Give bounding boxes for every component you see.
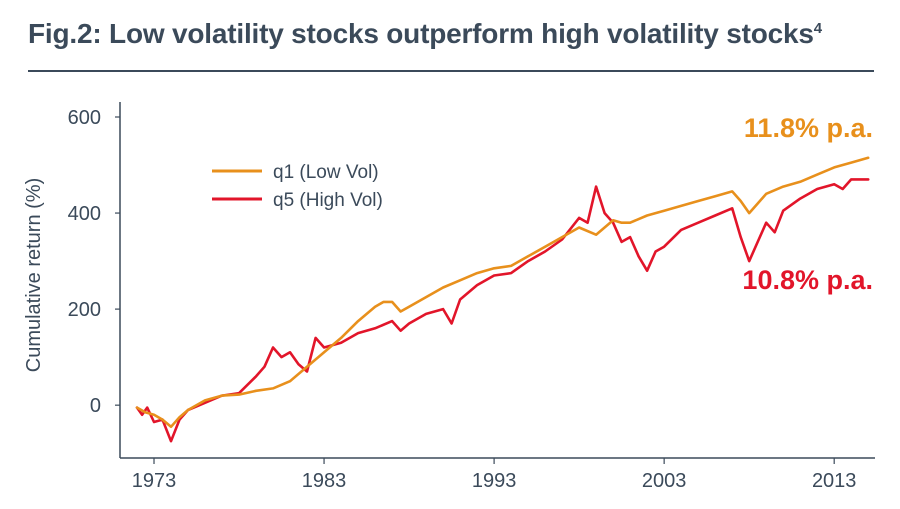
y-tick-label: 400	[68, 203, 101, 225]
x-tick-label: 2013	[812, 470, 857, 492]
y-tick-label: 600	[68, 107, 101, 129]
chart-legend: q1 (Low Vol) q5 (High Vol)	[212, 162, 383, 211]
title-divider	[28, 70, 874, 72]
annotation-label: 10.8% p.a.	[742, 265, 873, 295]
x-tick-label: 2003	[642, 470, 687, 492]
x-tick-label: 1993	[472, 470, 517, 492]
legend-label: q5 (High Vol)	[273, 190, 383, 211]
x-tick-label: 1973	[132, 470, 177, 492]
y-tick-label: 200	[68, 299, 101, 321]
title-footnote: 4	[813, 20, 822, 37]
series-line-q5	[135, 178, 870, 443]
legend-label: q1 (Low Vol)	[273, 162, 379, 183]
title-text: Fig.2: Low volatility stocks outperform …	[28, 18, 814, 49]
chart-axes: 0 200 400 600 1973 1983 1993 2003 2013 Cumulative…	[23, 102, 875, 492]
annotation-label: 11.8% p.a.	[744, 113, 873, 143]
series-line-q1	[135, 156, 870, 429]
chart-series	[135, 156, 870, 443]
y-tick-label: 0	[90, 395, 101, 417]
chart-annotations: 11.8% p.a. 10.8% p.a.	[742, 113, 873, 295]
page-title: Fig.2: Low volatility stocks outperform …	[28, 18, 822, 50]
x-tick-label: 1983	[302, 470, 347, 492]
y-axis-label: Cumulative return (%)	[23, 178, 45, 373]
